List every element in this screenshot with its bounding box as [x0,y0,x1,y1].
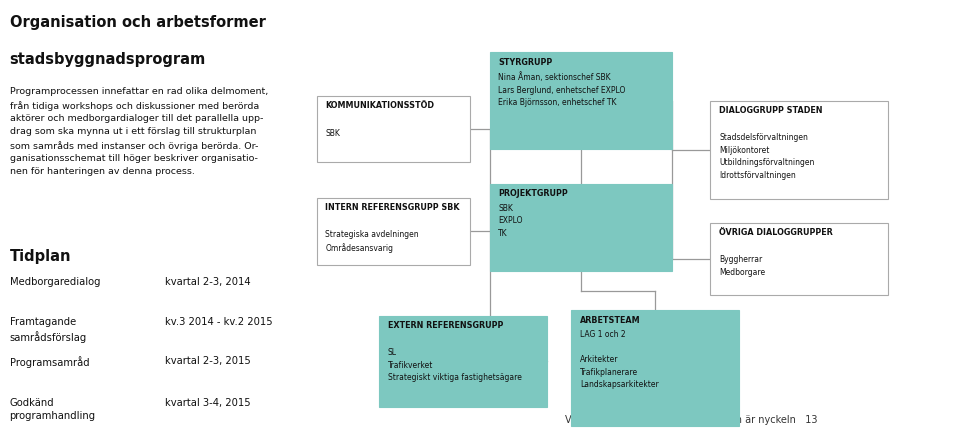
FancyBboxPatch shape [317,96,470,162]
Text: Stadsdelsförvaltningen
Miljökontoret
Utbildningsförvaltningen
Idrottsförvaltning: Stadsdelsförvaltningen Miljökontoret Utb… [719,121,814,180]
Text: PROJEKTGRUPP: PROJEKTGRUPP [498,189,568,198]
Text: Framtagande
samrådsförslag: Framtagande samrådsförslag [10,317,86,343]
Text: Organisation och arbetsformer: Organisation och arbetsformer [10,15,266,30]
Text: Tidplan: Tidplan [10,249,71,264]
Text: kvartal 3-4, 2015: kvartal 3-4, 2015 [165,398,251,408]
Text: ARBETSTEAM: ARBETSTEAM [580,316,640,325]
Text: SBK: SBK [325,116,340,138]
Text: ÖVRIGA DIALOGGRUPPER: ÖVRIGA DIALOGGRUPPER [719,228,832,237]
Text: INTERN REFERENSGRUPP SBK: INTERN REFERENSGRUPP SBK [325,203,460,212]
Text: Medborgaredialog: Medborgaredialog [10,277,100,288]
Text: Vision för centrala Alvik /Samverkan är nyckeln   13: Vision för centrala Alvik /Samverkan är … [564,415,818,425]
Text: KOMMUNIKATIONSSTÖD: KOMMUNIKATIONSSTÖD [325,101,435,111]
FancyBboxPatch shape [571,310,739,426]
Text: STYRGRUPP: STYRGRUPP [498,58,553,67]
Text: SBK
EXPLO
TK: SBK EXPLO TK [498,204,523,238]
FancyBboxPatch shape [490,184,672,271]
Text: Programsamråd: Programsamråd [10,356,89,368]
Text: stadsbyggnadsprogram: stadsbyggnadsprogram [10,52,205,67]
Text: Byggherrar
Medborgare: Byggherrar Medborgare [719,243,765,277]
Text: kv.3 2014 - kv.2 2015: kv.3 2014 - kv.2 2015 [165,317,273,327]
Text: kvartal 2-3, 2014: kvartal 2-3, 2014 [165,277,251,288]
Text: DIALOGGRUPP STADEN: DIALOGGRUPP STADEN [719,106,823,115]
Text: kvartal 2-3, 2015: kvartal 2-3, 2015 [165,356,251,366]
Text: Godkänd
programhandling: Godkänd programhandling [10,398,96,421]
Text: EXTERN REFERENSGRUPP: EXTERN REFERENSGRUPP [388,321,503,330]
FancyBboxPatch shape [317,198,470,265]
FancyBboxPatch shape [710,223,888,295]
Text: Strategiska avdelningen
Områdesansvarig: Strategiska avdelningen Områdesansvarig [325,218,420,253]
FancyBboxPatch shape [710,101,888,199]
FancyBboxPatch shape [490,52,672,149]
Text: LAG 1 och 2

Arkitekter
Trafikplanerare
Landskapsarkitekter: LAG 1 och 2 Arkitekter Trafikplanerare L… [580,330,659,389]
Text: Programprocessen innefattar en rad olika delmoment,
från tidiga workshops och di: Programprocessen innefattar en rad olika… [10,87,268,176]
FancyBboxPatch shape [379,316,547,407]
Text: SL
Trafikverket
Strategiskt viktiga fastighetsägare: SL Trafikverket Strategiskt viktiga fast… [388,336,521,382]
Text: Nina Åman, sektionschef SBK
Lars Berglund, enhetschef EXPLO
Erika Björnsson, enh: Nina Åman, sektionschef SBK Lars Berglun… [498,73,626,108]
